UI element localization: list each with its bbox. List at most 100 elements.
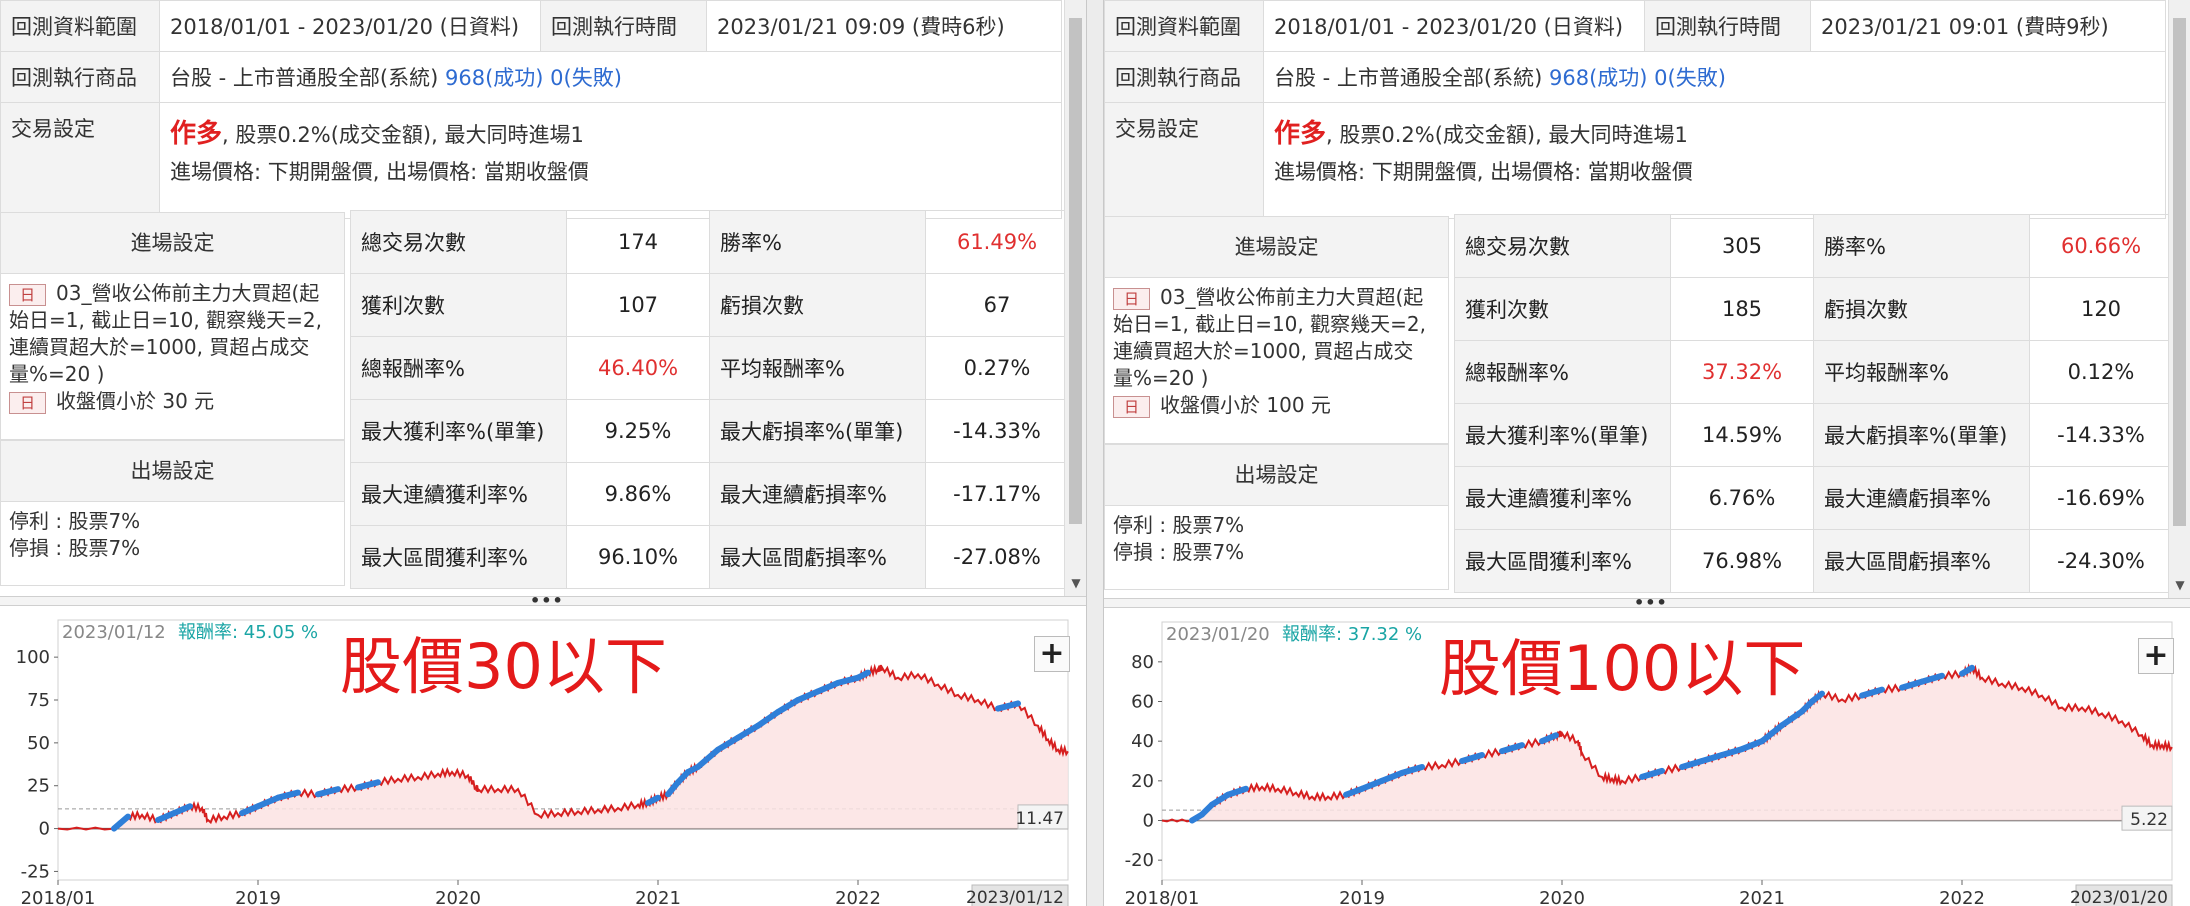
entry-condition-1: 日 03_營收公佈前主力大買超(起始日=1, 截止日=10, 觀察幾天=2, 連續… [1113,284,1440,392]
end-date-badge [2075,884,2173,906]
zoom-in-button[interactable]: + [1034,636,1070,672]
stats-row: 最大區間獲利率% 96.10% 最大區間虧損率% -27.08% [350,525,1069,589]
y-tick-label: -25 [21,861,50,882]
vertical-scrollbar[interactable]: ▼ [2168,0,2190,598]
day-tag: 日 [1113,396,1151,418]
holding-segment [695,746,721,770]
holding-segment [755,709,781,729]
scrollbar-thumb[interactable] [1069,18,1082,524]
exit-settings: 出場設定 停利 : 股票7% 停損 : 股票7% [0,440,345,586]
x-tick-label: 2020 [1539,888,1585,906]
chart-header-date: 2023/01/20 [1166,624,1270,645]
stat-label: 虧損次數 [1813,277,2030,341]
vertical-scrollbar[interactable]: ▼ [1064,0,1086,596]
chart-overlay-title: 股價30以下 [340,630,667,703]
stat-value: -16.69% [2029,466,2173,530]
stat-label: 總交易次數 [350,210,567,274]
product-success-link[interactable]: 968(成功) [1549,66,1648,90]
stat-value: -17.17% [925,462,1069,526]
stat-value: 37.32% [1670,340,1814,404]
trade-direction: 作多 [170,119,223,149]
stat-value: 76.98% [1670,529,1814,593]
stats-row: 獲利次數 185 虧損次數 120 [1454,277,2173,341]
backtest-panel-left: 回測資料範圍 2018/01/01 - 2023/01/20 (日資料) 回測執… [0,0,1086,906]
panel-divider[interactable] [1086,0,1104,906]
last-value-badge [2121,805,2173,831]
holding-segment [1539,732,1559,745]
entry-conditions: 日 03_營收公佈前主力大買超(起始日=1, 截止日=10, 觀察幾天=2, 連續… [1,274,344,421]
y-tick-label: -20 [1125,850,1154,871]
holding-segment [1359,777,1385,792]
chart-header-return: 報酬率: 45.05 % [178,622,318,643]
stat-value: -14.33% [2029,403,2173,467]
range-label: 回測資料範圍 [1104,0,1264,52]
pane-splitter[interactable]: ••• [1104,593,2190,612]
stat-label: 獲利次數 [350,273,567,337]
stat-value: -27.08% [925,525,1069,589]
y-tick-label: 40 [1131,731,1154,752]
last-value-text: 11.47 [1015,809,1064,829]
stat-value: 0.12% [2029,340,2173,404]
product-label: 回測執行商品 [0,51,160,103]
day-tag: 日 [1113,288,1151,310]
exit-header: 出場設定 [1,441,344,502]
scrollbar-thumb[interactable] [2173,18,2186,526]
last-value-text: 5.22 [2130,810,2168,830]
scroll-down-arrow-icon[interactable]: ▼ [1071,576,1081,590]
equity-area [58,667,1068,829]
holding-segment [715,734,741,753]
product-success-link[interactable]: 968(成功) [445,66,544,90]
product-fail-link[interactable]: 0(失敗) [1654,66,1726,90]
stat-value: -24.30% [2029,529,2173,593]
x-tick-label: 2021 [635,888,681,906]
holding-segment [645,794,661,806]
equity-chart: -20 0 20 40 60 80 2018/01 2019 2020 2021 2022 2023/… [1125,621,2173,906]
stat-value: 60.66% [2029,214,2173,278]
stat-value: 14.59% [1670,403,1814,467]
holding-segment [1959,664,1975,677]
holding-segment [1899,678,1925,691]
splitter-grip-icon[interactable]: ••• [530,591,564,610]
day-tag: 日 [9,392,47,414]
trade-direction: 作多 [1274,119,1327,149]
stats-row: 總交易次數 305 勝率% 60.66% [1454,214,2173,278]
holding-segment [1919,672,1945,685]
stat-value: -14.33% [925,399,1069,463]
stats-row: 最大區間獲利率% 76.98% 最大區間虧損率% -24.30% [1454,529,2173,593]
stat-value: 174 [566,210,710,274]
stat-label: 總報酬率% [350,336,567,400]
zoom-in-button[interactable]: + [2138,638,2174,674]
y-tick-label: 0 [39,819,50,840]
holding-segment [1459,752,1485,764]
stat-label: 最大虧損率%(單筆) [1813,403,2030,467]
pane-splitter[interactable]: ••• [0,591,1086,610]
x-tick-label: 2020 [435,888,481,906]
exec-time-label: 回測執行時間 [1644,0,1811,52]
stat-value: 67 [925,273,1069,337]
stat-label: 虧損次數 [709,273,926,337]
stat-label: 最大區間獲利率% [350,525,567,589]
stat-label: 勝率% [1813,214,2030,278]
holding-segment [1779,708,1805,729]
exit-line1: 停利 : 股票7% [1113,513,1245,537]
splitter-grip-icon[interactable]: ••• [1634,593,1668,612]
holding-segment [1719,746,1745,759]
entry-settings: 進場設定 日 03_營收公佈前主力大買超(起始日=1, 截止日=10, 觀察幾天=… [1104,216,1449,444]
entry-condition-2-text: 收盤價小於 100 元 [1160,393,1331,417]
stats-row: 最大連續獲利率% 6.76% 最大連續虧損率% -16.69% [1454,466,2173,530]
chart-header-date: 2023/01/12 [62,622,166,643]
equity-chart: -25 0 25 50 75 100 2018/01 2019 2020 2021 2022 2023… [16,619,1069,906]
holding-segment [1639,767,1665,780]
x-tick-label: 2021 [1739,888,1785,906]
product-fail-link[interactable]: 0(失敗) [550,66,622,90]
stats-row: 最大獲利率%(單筆) 14.59% 最大虧損率%(單筆) -14.33% [1454,403,2173,467]
scroll-down-arrow-icon[interactable]: ▼ [2175,578,2185,592]
stats-table: 總交易次數 174 勝率% 61.49% 獲利次數 107 虧損次數 67 總報酬率% 46.40… [350,210,1069,589]
x-tick-label: 2022 [1939,888,1985,906]
chart-overlay-title: 股價100以下 [1439,632,1805,705]
trade-settings: 作多, 股票0.2%(成交金額), 最大同時進場1 進場價格: 下期開盤價, 出… [1263,102,2166,219]
y-tick-label: 50 [27,733,50,754]
stat-label: 平均報酬率% [709,336,926,400]
stats-row: 總交易次數 174 勝率% 61.49% [350,210,1069,274]
product-label: 回測執行商品 [1104,51,1264,103]
